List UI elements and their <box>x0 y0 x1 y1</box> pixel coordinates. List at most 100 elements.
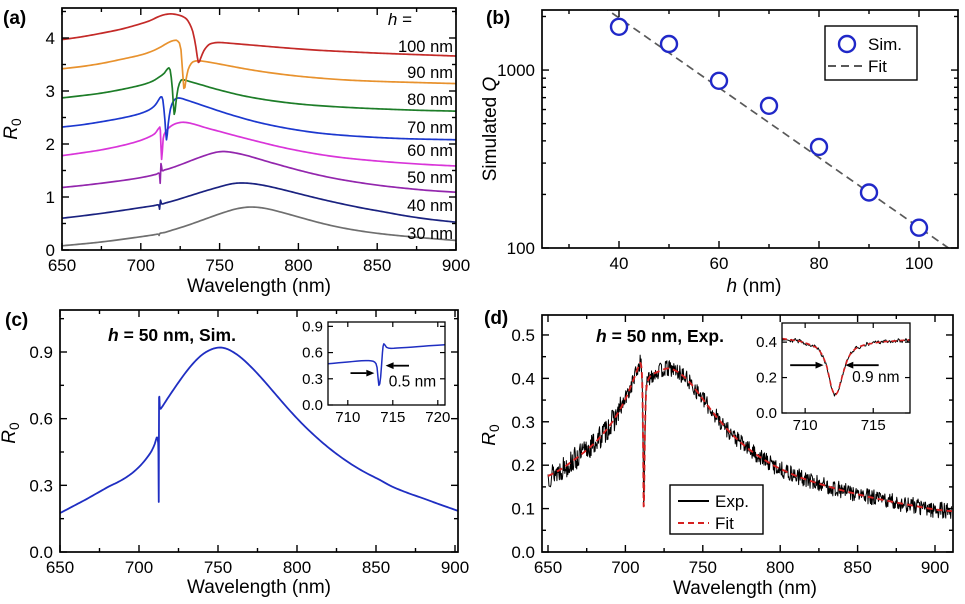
y-tick-label: 0.3 <box>302 371 323 388</box>
x-tick-label: 850 <box>362 558 390 577</box>
fit-50nm-spectrum <box>547 361 953 513</box>
plot-area <box>328 343 445 387</box>
linewidth-arrow-left-head <box>366 369 375 377</box>
y-tick-label: 4 <box>46 29 55 48</box>
plot-frame <box>781 322 911 414</box>
curve-30nm <box>62 206 456 247</box>
panel-a-stacked-spectra-chart: 650 700 750 800 850 900 0 1 2 3 4 Wavelength (nm) R0… <box>1 7 470 297</box>
plot-frame <box>541 9 959 249</box>
legend-label: Fit <box>715 514 734 533</box>
plot-frame <box>327 321 446 406</box>
y-tick-label: 2 <box>46 135 55 154</box>
legend-marker-sim <box>837 34 857 54</box>
y-tick-label: 0.0 <box>29 543 53 562</box>
x-tick-label: 850 <box>363 256 391 275</box>
x-axis-label: Wavelength (nm) <box>187 577 331 598</box>
plot-frame <box>541 314 954 553</box>
exp-50nm-spectrum <box>547 354 953 519</box>
legend-box <box>824 25 918 81</box>
curve-70nm <box>62 95 456 141</box>
curve-60nm <box>62 121 456 167</box>
data-point-h50 <box>659 34 679 54</box>
y-tick-label: 0.3 <box>511 413 535 432</box>
data-point-h70 <box>759 96 779 116</box>
label-70nm: 70 nm <box>407 119 453 137</box>
y-tick-label: 0.0 <box>756 405 777 422</box>
x-tick-label: 40 <box>610 254 629 273</box>
x-tick-label: 80 <box>810 254 829 273</box>
axis-ticks <box>782 323 910 414</box>
panel-letter: (d) <box>484 308 508 329</box>
y-axis-label: R0 <box>482 424 502 446</box>
x-tick-label: 650 <box>48 256 76 275</box>
x-tick-label: 750 <box>205 256 233 275</box>
x-tick-label: 700 <box>611 558 639 577</box>
x-tick-label: 900 <box>442 256 470 275</box>
y-tick-label: 0.4 <box>756 334 777 351</box>
x-tick-label: 700 <box>125 558 153 577</box>
y-tick-label: 0.6 <box>302 345 323 362</box>
x-tick-label: 750 <box>204 558 232 577</box>
data-point-h90 <box>859 183 879 202</box>
plot-area <box>60 346 458 514</box>
x-tick-label: 700 <box>127 256 155 275</box>
curve-100nm <box>62 13 456 64</box>
x-tick-label: 800 <box>283 558 311 577</box>
y-tick-label: 100 <box>507 239 535 258</box>
y-tick-label: 0.0 <box>511 543 535 562</box>
y-tick-label: 3 <box>46 82 55 101</box>
data-point-h100 <box>909 218 929 237</box>
x-axis-label: Wavelength (nm) <box>673 578 817 599</box>
data-point-h80 <box>809 137 829 157</box>
legend-label: Exp. <box>715 492 749 511</box>
y-tick-label: 0.2 <box>511 456 535 475</box>
curve-90nm <box>62 39 456 90</box>
panel-d-experimental-spectrum-chart: 650 700 750 800 850 900 0.0 0.1 0.2 0.3 0.4 0.5 Wave… <box>482 308 954 599</box>
axis-ticks <box>61 8 457 251</box>
axis-ticks <box>542 315 953 553</box>
x-tick-label: 850 <box>843 558 871 577</box>
y-tick-label: 0.2 <box>756 370 777 387</box>
x-tick-label: 900 <box>921 558 949 577</box>
plot-background <box>328 322 445 405</box>
x-tick-label: 715 <box>380 409 405 426</box>
label-40nm: 40 nm <box>407 197 453 215</box>
x-tick-label: 710 <box>793 417 818 434</box>
plot-area <box>547 354 953 519</box>
y-tick-label: 1000 <box>497 61 535 80</box>
sim-50nm-spectrum <box>60 346 458 514</box>
plot-frame <box>59 309 459 553</box>
panel-title: h = 50 nm, Exp. <box>596 326 724 346</box>
linewidth-label: 0.9 nm <box>852 369 899 386</box>
data-point-h60 <box>709 71 729 91</box>
y-tick-label: 0.1 <box>511 500 535 519</box>
legend-label: Fit <box>868 57 887 76</box>
panel-letter: (a) <box>3 8 26 29</box>
inset-sim-curve <box>328 343 445 387</box>
y-tick-label: 0.5 <box>511 326 535 345</box>
curve-40nm <box>62 182 456 224</box>
axis-ticks <box>542 10 958 249</box>
linewidth-arrow-left-head <box>815 361 824 369</box>
x-tick-label: 750 <box>689 558 717 577</box>
plot-background <box>782 323 910 413</box>
label-50nm: 50 nm <box>407 169 453 187</box>
x-tick-label: 900 <box>441 558 469 577</box>
y-tick-label: 0.6 <box>29 410 53 429</box>
label-90nm: 90 nm <box>407 64 453 82</box>
label-60nm: 60 nm <box>407 142 453 160</box>
y-tick-label: 0.0 <box>302 397 323 414</box>
data-point-h40 <box>609 17 629 36</box>
label-80nm: 80 nm <box>407 91 453 109</box>
y-axis-label: R0 <box>1 118 24 140</box>
x-tick-label: 800 <box>284 256 312 275</box>
axis-ticks <box>328 322 445 406</box>
label-30nm: 30 nm <box>407 225 453 243</box>
y-axis-label: R0 <box>0 422 22 444</box>
y-tick-label: 1 <box>46 188 55 207</box>
y-tick-label: 0.4 <box>511 369 535 388</box>
x-tick-label: 715 <box>861 417 886 434</box>
plot-area <box>782 337 910 397</box>
x-axis-label: Wavelength (nm) <box>187 276 331 297</box>
curve-80nm <box>62 66 456 116</box>
